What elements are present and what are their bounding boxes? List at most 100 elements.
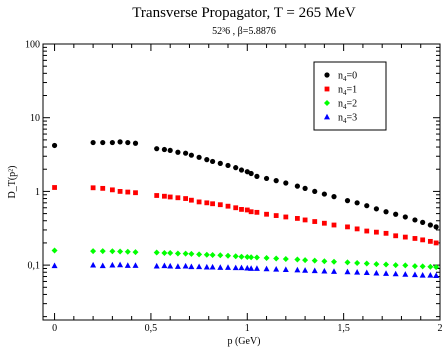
data-point [254,173,260,179]
data-point [402,214,408,220]
data-point [154,193,160,198]
data-point [412,217,418,223]
data-point [167,249,174,256]
data-point [183,150,189,156]
data-point [344,259,351,266]
data-point [188,197,194,203]
data-point [374,229,379,235]
data-point [363,269,370,276]
legend-label: n4=2 [338,99,357,112]
data-point [225,203,231,209]
data-point [209,252,216,259]
data-point [248,170,254,177]
data-point [238,264,245,271]
data-point [117,189,123,194]
data-point [196,154,202,160]
legend-marker [324,72,330,78]
data-point [196,251,203,258]
data-point [433,224,439,230]
legend-label: n4=3 [338,113,357,126]
legend-item: n4=3 [324,113,357,126]
data-point [294,183,300,189]
data-point [321,220,327,226]
data-point [196,199,202,205]
data-point [188,152,194,158]
data-point [393,233,399,239]
series-n4-1 [52,185,439,246]
data-point [354,259,361,266]
x-tick-label: 2 [438,323,442,334]
y-tick-label: 10 [30,113,40,124]
data-point [321,258,328,265]
data-point [373,261,380,268]
data-point [100,185,106,191]
axis-ticks: 0 0,5 1 1,5 2 0,1 1 10 100 [25,40,442,335]
data-point [117,248,124,255]
data-point [364,228,370,234]
data-point [383,261,390,268]
data-point [161,146,168,153]
data-point [354,226,360,232]
data-point [52,185,57,190]
data-point [209,263,216,270]
data-point [282,266,289,272]
data-point [183,196,189,201]
data-point [273,178,279,184]
series-n4-0 [51,139,439,230]
data-point [175,149,181,155]
data-point [196,263,203,270]
data-point [204,200,210,206]
data-point [321,191,327,197]
data-point [373,269,380,276]
series-layer [51,139,440,279]
data-point [294,266,301,273]
data-point [402,271,409,277]
data-point [283,214,289,220]
data-point [253,265,260,271]
legend-item: n4=1 [324,85,357,97]
data-point [248,265,255,271]
data-point [238,253,245,260]
legend-item: n4=0 [324,71,357,83]
data-point [161,249,168,256]
data-point [117,261,124,268]
data-point [244,253,251,260]
data-point [133,190,138,196]
data-point [419,271,426,278]
y-axis-label: D_T(p²) [7,166,18,199]
data-point [248,209,254,215]
data-point [175,195,181,201]
data-point [302,185,308,191]
x-tick-label: 0,5 [145,323,158,334]
data-point [264,211,269,217]
data-point [125,139,131,146]
data-point [109,187,115,193]
series-n4-2 [51,247,440,271]
data-point [124,248,131,255]
legend-marker [324,100,330,106]
data-point [153,262,160,269]
data-point [132,262,139,268]
data-point [174,250,181,257]
data-point [124,262,131,268]
data-point [433,264,440,271]
data-point [239,207,244,212]
x-tick-label: 1 [245,323,250,334]
data-point [203,263,210,270]
data-point [263,254,270,261]
plot-frame [42,43,441,321]
y-tick-label: 100 [25,40,40,51]
data-point [427,271,434,278]
y-tick-label: 1 [35,187,40,198]
data-point [238,167,245,173]
legend: n4=0 n4=1 n4=2n4=3 [313,61,387,131]
data-point [90,139,96,146]
data-point [167,194,173,200]
data-point [420,237,426,243]
y-tick-label: 0,1 [28,261,41,272]
data-point [302,267,309,273]
data-point [273,266,280,272]
data-point [100,139,106,146]
data-point [392,270,399,277]
